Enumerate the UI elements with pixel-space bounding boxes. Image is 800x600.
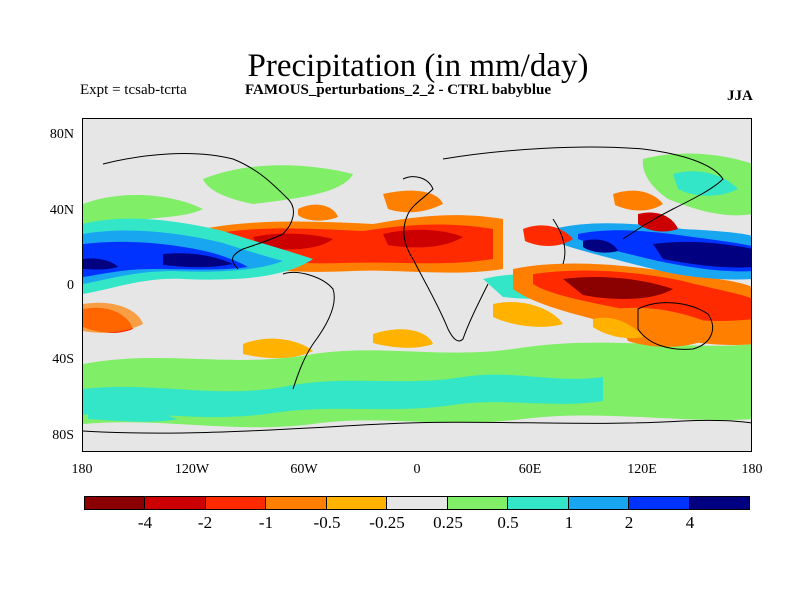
asia-north-teal xyxy=(673,171,738,196)
x-label-180w: 180 xyxy=(71,462,93,477)
x-label-60w: 60W xyxy=(290,462,318,477)
comparison-label: FAMOUS_perturbations_2_2 - CTRL babyblue xyxy=(245,82,552,98)
coastlines xyxy=(83,146,751,434)
colorbar-box xyxy=(85,497,146,509)
x-label-120w: 120W xyxy=(174,462,210,477)
india-red xyxy=(523,225,573,246)
atlantic-orange-patch xyxy=(298,204,338,221)
colorbar-label: 0.25 xyxy=(433,513,463,532)
season-label: JJA xyxy=(727,88,753,104)
y-label-80s: 80S xyxy=(52,428,74,443)
southern-amber-patch-1 xyxy=(243,338,313,359)
map-canvas xyxy=(83,119,751,451)
colorbar-box xyxy=(689,497,749,509)
y-label-80n: 80N xyxy=(49,127,74,142)
bay-of-bengal-navy xyxy=(583,239,618,253)
china-orange xyxy=(613,190,663,211)
colorbar-box xyxy=(629,497,690,509)
colorbar-label: 1 xyxy=(564,513,574,532)
x-label-180e: 180 xyxy=(741,462,763,477)
colorbar-label: -0.25 xyxy=(369,513,405,532)
west-pacific-darkred xyxy=(563,277,673,299)
y-label-40n: 40N xyxy=(49,203,74,218)
australia-coast xyxy=(637,302,713,350)
east-pacific-navy-2 xyxy=(83,258,118,270)
colorbar-box xyxy=(568,497,630,509)
europe-africa-coast xyxy=(402,176,489,342)
africa-orange-north xyxy=(383,190,443,213)
colorbar-box xyxy=(145,497,206,509)
colorbar-label: 4 xyxy=(685,513,695,532)
colorbar-box xyxy=(266,497,327,509)
x-label-120e: 120E xyxy=(627,462,657,477)
x-label-60e: 60E xyxy=(518,462,542,477)
colorbar-label: -4 xyxy=(137,513,153,532)
east-pacific-navy xyxy=(163,253,233,268)
asia-coast xyxy=(442,146,724,240)
india-coast xyxy=(552,218,566,265)
colorbar-label: -2 xyxy=(197,513,213,532)
tropical-darkred-core xyxy=(253,233,333,250)
southern-teal-band xyxy=(83,374,603,418)
plot-title: Precipitation (in mm/day) xyxy=(247,48,589,84)
colorbar-box xyxy=(447,497,509,509)
colorbar-box xyxy=(508,497,569,509)
north-atlantic-green xyxy=(203,165,353,204)
colorbar-label: -1 xyxy=(258,513,274,532)
south-pacific-orange-west xyxy=(83,302,143,333)
precipitation-map xyxy=(82,118,752,452)
africa-red-core xyxy=(383,229,463,248)
australia-amber xyxy=(593,317,643,339)
south-indian-amber xyxy=(493,301,563,327)
east-asia-red xyxy=(638,212,678,232)
southern-amber-patch-2 xyxy=(373,329,433,348)
north-pacific-green xyxy=(83,194,203,224)
west-pacific-navy xyxy=(653,241,751,268)
colorbar-label: -0.5 xyxy=(313,513,341,532)
antarctica-coast xyxy=(83,419,751,434)
colorbar-box xyxy=(326,497,388,509)
y-label-40s: 40S xyxy=(52,352,74,367)
colorbar-box xyxy=(387,497,448,509)
experiment-label: Expt = tcsab-tcrta xyxy=(80,82,187,98)
colorbar-box xyxy=(205,497,267,509)
x-label-0: 0 xyxy=(413,462,421,477)
south-america-coast xyxy=(282,272,335,390)
north-america-coast xyxy=(102,153,294,270)
south-pacific-teal xyxy=(88,402,178,422)
y-label-0: 0 xyxy=(67,278,74,293)
colorbar xyxy=(84,496,750,510)
colorbar-label: 2 xyxy=(624,513,634,532)
colorbar-label: 0.5 xyxy=(497,513,519,532)
